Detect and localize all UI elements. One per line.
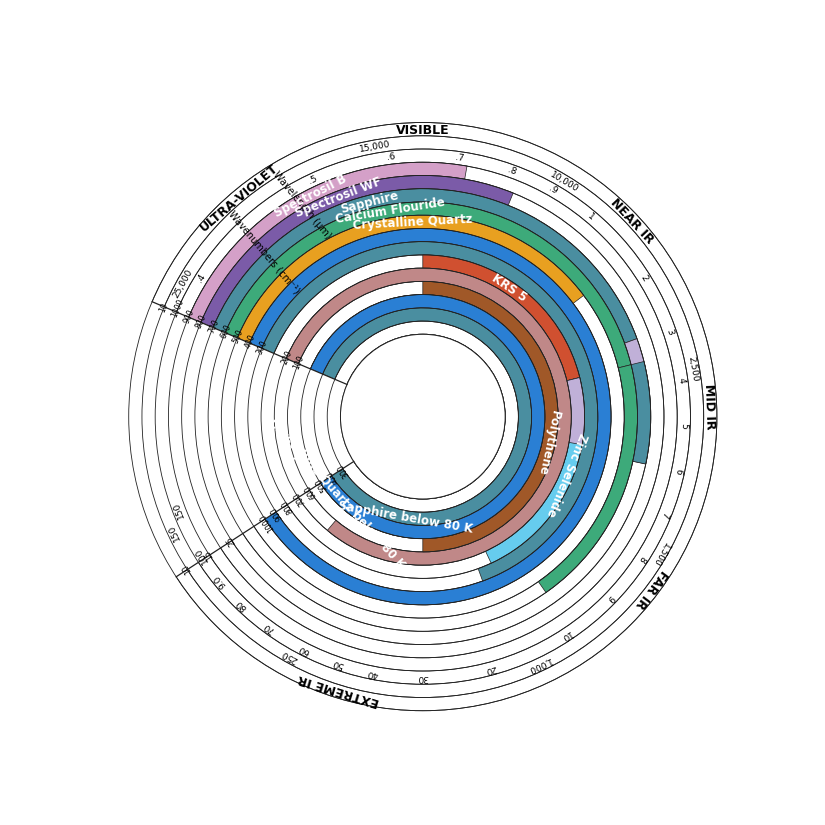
Text: 250: 250 <box>280 648 299 664</box>
Text: 10,000: 10,000 <box>548 170 580 194</box>
Text: .9: .9 <box>548 185 559 196</box>
Wedge shape <box>189 163 467 323</box>
Text: Mylar ™: Mylar ™ <box>275 438 305 493</box>
Text: ULTRA-VIOLET: ULTRA-VIOLET <box>197 161 280 233</box>
Wedge shape <box>111 295 422 587</box>
Wedge shape <box>567 378 585 445</box>
Wedge shape <box>213 189 637 343</box>
Text: Zinc Selenide: Zinc Selenide <box>544 431 589 518</box>
Text: Polythene: Polythene <box>535 409 562 478</box>
Text: Sapphire: Sapphire <box>339 189 400 215</box>
Wedge shape <box>238 215 584 343</box>
Text: 60: 60 <box>297 643 311 656</box>
Text: .6: .6 <box>386 153 396 163</box>
Text: 400: 400 <box>243 333 257 351</box>
Text: .4: .4 <box>196 272 207 285</box>
Text: 900: 900 <box>182 308 196 324</box>
Wedge shape <box>310 295 544 539</box>
Text: EXTREME IR: EXTREME IR <box>297 672 381 709</box>
Wedge shape <box>422 255 580 380</box>
Text: 9.0: 9.0 <box>212 573 228 589</box>
Text: 2: 2 <box>639 273 649 283</box>
Text: 400: 400 <box>324 469 340 486</box>
Text: 300: 300 <box>255 338 269 356</box>
Text: 10: 10 <box>158 302 170 314</box>
Text: 1000: 1000 <box>170 298 186 319</box>
Text: 15,000: 15,000 <box>359 139 392 153</box>
Text: 200: 200 <box>280 349 294 365</box>
Text: NEAR IR: NEAR IR <box>608 196 656 247</box>
Text: 300: 300 <box>336 461 351 478</box>
Text: 700: 700 <box>291 490 307 507</box>
Text: MID IR: MID IR <box>701 384 716 430</box>
Text: Wavenumbers (cm⁻¹): Wavenumbers (cm⁻¹) <box>227 209 301 295</box>
Text: 4: 4 <box>676 377 686 384</box>
Text: 20: 20 <box>483 663 497 675</box>
Text: Crystalline Quartz: Crystalline Quartz <box>352 213 473 232</box>
Text: Spectrosil WF: Spectrosil WF <box>294 176 384 220</box>
Text: .5: .5 <box>307 174 318 186</box>
Text: 800: 800 <box>195 313 209 329</box>
Text: Spectrosil B: Spectrosil B <box>272 172 349 219</box>
Wedge shape <box>225 202 631 368</box>
Wedge shape <box>200 176 513 328</box>
Text: 5: 5 <box>679 422 688 429</box>
Circle shape <box>341 334 505 499</box>
Text: 10: 10 <box>181 562 193 575</box>
Text: 9: 9 <box>606 593 616 603</box>
Text: Sapphire below 80 K: Sapphire below 80 K <box>337 499 474 535</box>
Wedge shape <box>631 361 651 464</box>
Text: 8: 8 <box>637 554 647 563</box>
Circle shape <box>341 334 505 499</box>
Text: 2,500: 2,500 <box>686 356 700 383</box>
Wedge shape <box>111 295 422 587</box>
Text: Calcium Flouride: Calcium Flouride <box>335 196 446 226</box>
Text: 150: 150 <box>172 501 186 520</box>
Text: 40: 40 <box>366 667 380 678</box>
Text: .8: .8 <box>507 166 518 177</box>
Wedge shape <box>422 281 558 552</box>
Text: .7: .7 <box>455 153 464 163</box>
Text: 500: 500 <box>314 476 329 493</box>
Text: 6: 6 <box>673 467 683 474</box>
Text: 700: 700 <box>206 318 220 335</box>
Text: 70: 70 <box>262 621 276 635</box>
Wedge shape <box>323 308 531 526</box>
Text: 100: 100 <box>193 545 210 565</box>
Wedge shape <box>262 242 598 581</box>
Text: 15: 15 <box>202 548 215 561</box>
Text: 600: 600 <box>303 483 318 500</box>
Wedge shape <box>539 365 638 592</box>
Text: 1000: 1000 <box>258 512 276 533</box>
Text: 800: 800 <box>280 497 295 515</box>
Text: 1: 1 <box>586 211 596 222</box>
Text: 1,000: 1,000 <box>525 656 552 675</box>
Text: FAR IR: FAR IR <box>633 567 670 610</box>
Text: 500: 500 <box>231 328 245 345</box>
Wedge shape <box>286 268 572 565</box>
Text: Crystalline Quartz below 80 K: Crystalline Quartz below 80 K <box>266 416 408 572</box>
Wedge shape <box>310 295 544 539</box>
Text: 3: 3 <box>665 328 675 336</box>
Text: 100: 100 <box>292 354 306 371</box>
Text: KRS 5: KRS 5 <box>489 271 530 304</box>
Text: Wavelength (μm): Wavelength (μm) <box>271 169 333 240</box>
Text: 1,500: 1,500 <box>650 540 671 567</box>
Text: 25,000: 25,000 <box>172 268 195 299</box>
Text: 80: 80 <box>234 597 248 611</box>
Text: 600: 600 <box>219 323 233 340</box>
Wedge shape <box>249 229 611 605</box>
Text: VISIBLE: VISIBLE <box>396 124 450 137</box>
Wedge shape <box>625 339 651 464</box>
Text: 50: 50 <box>331 658 345 670</box>
Text: 150: 150 <box>167 523 182 542</box>
Text: 900: 900 <box>269 505 285 521</box>
Text: 7: 7 <box>660 510 670 519</box>
Text: 25: 25 <box>224 534 238 546</box>
Text: 30: 30 <box>417 673 428 682</box>
Text: 10: 10 <box>558 629 573 643</box>
Wedge shape <box>486 378 585 563</box>
